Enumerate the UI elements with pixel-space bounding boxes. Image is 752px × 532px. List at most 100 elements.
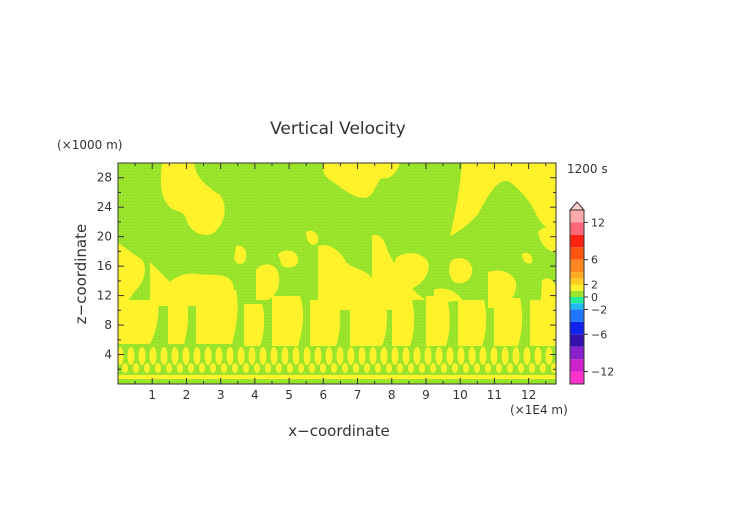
surface-wave-cell: [309, 363, 315, 373]
surface-wave-cell: [501, 347, 509, 365]
updraft-region: [244, 304, 265, 346]
updraft-region: [306, 230, 319, 245]
surface-wave-cell: [545, 347, 553, 365]
x-unit-label: (×1E4 m): [510, 403, 568, 417]
colorbar-band: [570, 290, 584, 297]
colorbar-band: [570, 284, 584, 291]
surface-wave-cell: [221, 363, 227, 373]
y-tick-label: 16: [97, 259, 112, 273]
surface-wave-cell: [320, 363, 326, 373]
surface-wave-cell: [243, 363, 249, 373]
x-tick-label: 7: [354, 388, 362, 402]
updraft-region: [350, 300, 388, 346]
updraft-region: [310, 300, 341, 346]
surface-wave-cell: [232, 363, 238, 373]
colorbar-band: [570, 346, 584, 360]
x-axis-label: x−coordinate: [288, 422, 389, 440]
surface-wave-cell: [518, 363, 524, 373]
surface-wave-cell: [529, 363, 535, 373]
updraft-region: [256, 264, 280, 300]
y-unit-label: (×1000 m): [57, 138, 122, 152]
updraft-region: [392, 300, 415, 346]
surface-wave-cell: [122, 363, 128, 373]
x-tick-label: 5: [285, 388, 293, 402]
colorbar-band: [570, 297, 584, 304]
surface-wave-cell: [237, 347, 245, 365]
surface-wave-cell: [479, 347, 487, 365]
surface-wave-cell: [248, 347, 256, 365]
surface-wave-cell: [457, 347, 465, 365]
surface-wave-cell: [287, 363, 293, 373]
surface-wave-cell: [138, 347, 146, 365]
surface-wave-cell: [171, 347, 179, 365]
surface-wave-cell: [413, 347, 421, 365]
surface-wave-pattern: [118, 347, 556, 379]
surface-wave-cell: [270, 347, 278, 365]
surface-wave-cell: [199, 363, 205, 373]
surface-wave-cell: [166, 363, 172, 373]
updraft-region: [372, 234, 426, 300]
x-tick-label: 12: [521, 388, 536, 402]
surface-wave-cell: [507, 363, 513, 373]
surface-wave-cell: [331, 363, 337, 373]
surface-wave-cell: [375, 363, 381, 373]
surface-wave-cell: [259, 347, 267, 365]
surface-wave-cell: [391, 347, 399, 365]
surface-wave-cell: [463, 363, 469, 373]
surface-wave-cell: [353, 363, 359, 373]
colorbar-band: [570, 272, 584, 279]
surface-wave-cell: [226, 347, 234, 365]
updraft-region: [168, 296, 189, 344]
surface-wave-cell: [452, 363, 458, 373]
colorbar-tick-label: 0: [591, 291, 598, 304]
x-tick-label: 8: [388, 388, 396, 402]
colorbar-band: [570, 278, 584, 285]
surface-wave-cell: [523, 347, 531, 365]
updraft-region: [494, 298, 523, 346]
surface-wave-cell: [441, 363, 447, 373]
colorbar-band: [570, 247, 584, 260]
surface-wave-cell: [292, 347, 300, 365]
y-tick-label: 8: [104, 318, 112, 332]
colorbar-band: [570, 210, 584, 223]
surface-wave-cell: [446, 347, 454, 365]
x-tick-label: 2: [183, 388, 191, 402]
x-axis: 1 2 3 4 5 6 7 8 9 10 11 12: [134, 163, 547, 402]
surface-wave-cell: [177, 363, 183, 373]
colorbar-band: [570, 359, 584, 372]
colorbar-tick-label: −2: [591, 303, 607, 316]
colorbar: 12 6 20−2 −6 −12: [568, 201, 614, 385]
colorbar-tick-label: 12: [591, 216, 605, 229]
colorbar-tick-label: −12: [591, 366, 614, 379]
surface-wave-cell: [188, 363, 194, 373]
colorbar-tick-label: 2: [591, 279, 598, 292]
updraft-region: [322, 163, 400, 198]
surface-wave-cell: [485, 363, 491, 373]
surface-wave-cell: [118, 375, 556, 379]
colorbar-band: [570, 234, 584, 248]
surface-wave-cell: [474, 363, 480, 373]
surface-wave-cell: [435, 347, 443, 365]
x-tick-label: 11: [487, 388, 502, 402]
surface-wave-cell: [468, 347, 476, 365]
surface-wave-cell: [303, 347, 311, 365]
updraft-region: [530, 300, 556, 346]
surface-wave-cell: [149, 347, 157, 365]
y-tick-label: 12: [97, 289, 112, 303]
surface-wave-cell: [551, 363, 556, 373]
colorbar-band: [570, 259, 584, 273]
surface-wave-cell: [204, 347, 212, 365]
colorbar-band: [570, 222, 584, 235]
surface-wave-cell: [193, 347, 201, 365]
surface-wave-cell: [364, 363, 370, 373]
surface-wave-cell: [336, 347, 344, 365]
updraft-region: [272, 296, 304, 346]
x-tick-label: 3: [217, 388, 225, 402]
surface-wave-cell: [369, 347, 377, 365]
updraft-region: [278, 250, 299, 268]
x-tick-label: 1: [148, 388, 156, 402]
surface-wave-cell: [276, 363, 282, 373]
surface-wave-cell: [155, 363, 161, 373]
surface-wave-cell: [160, 347, 168, 365]
